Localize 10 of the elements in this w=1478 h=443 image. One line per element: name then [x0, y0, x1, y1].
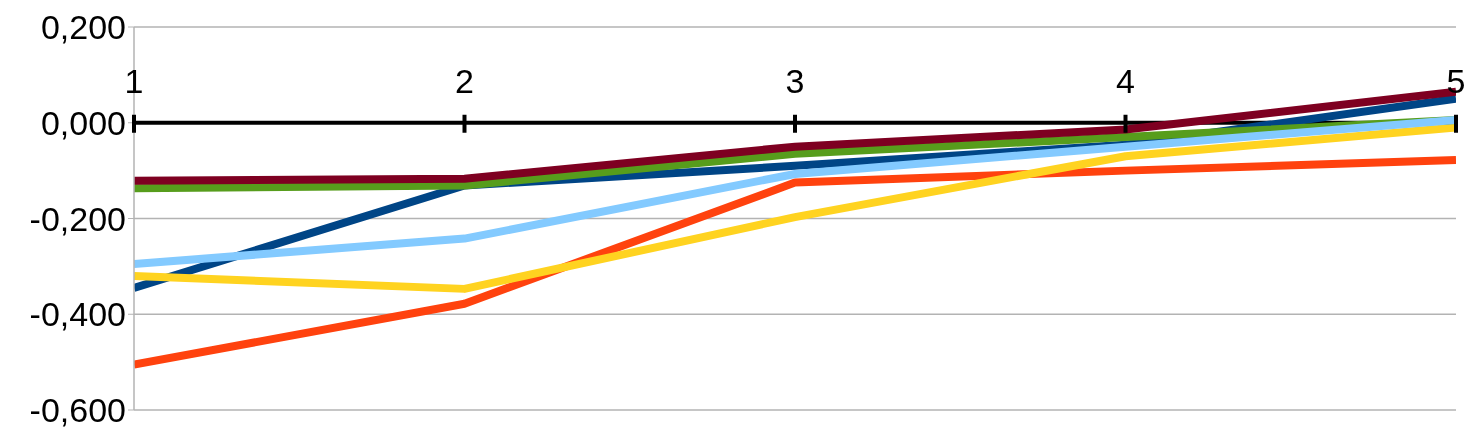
x-tick-label: 2	[455, 61, 474, 100]
y-tick-label: -0,200	[29, 199, 126, 238]
y-tick-label: -0,600	[29, 391, 126, 430]
x-tick-label: 5	[1446, 61, 1466, 100]
y-tick-label: -0,400	[29, 295, 126, 334]
x-tick-label: 3	[785, 61, 805, 100]
y-tick-label: 0,000	[40, 103, 126, 142]
y-tick-label: 0,200	[40, 8, 126, 47]
x-tick-label: 1	[124, 61, 144, 100]
x-tick-label: 4	[1116, 61, 1135, 100]
